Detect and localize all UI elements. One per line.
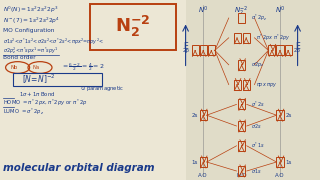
Text: 1s: 1s: [191, 159, 197, 165]
Text: $N^0$: $N^0$: [198, 4, 208, 16]
Bar: [200, 157, 207, 167]
Text: $\odot$ paramagnetic: $\odot$ paramagnetic: [80, 84, 124, 93]
Text: $\sigma2p_z$: $\sigma2p_z$: [251, 60, 264, 69]
Bar: [238, 13, 245, 23]
Text: $\pi^*2px\ \pi^*2py$: $\pi^*2px\ \pi^*2py$: [256, 33, 291, 43]
Bar: [200, 110, 207, 120]
Bar: [243, 33, 250, 43]
Bar: [243, 80, 250, 89]
Text: Bond order: Bond order: [3, 55, 36, 60]
Bar: [186, 0, 320, 180]
Text: $\sigma2s$: $\sigma2s$: [251, 122, 261, 130]
Text: $\mathbf{N_2^{-2}}$: $\mathbf{N_2^{-2}}$: [115, 14, 151, 39]
Bar: [192, 45, 199, 55]
Bar: [0, 0, 186, 180]
Text: 1s: 1s: [286, 159, 292, 165]
Text: Nb: Nb: [11, 65, 18, 70]
Bar: [238, 121, 245, 131]
Text: E: E: [183, 42, 188, 51]
Text: $N^0(N)=1s^22s^22p^3$: $N^0(N)=1s^22s^22p^3$: [3, 4, 59, 15]
Bar: [276, 110, 284, 120]
Text: molecular orbital diagram: molecular orbital diagram: [3, 163, 155, 173]
Bar: [13, 73, 102, 85]
Bar: [268, 45, 276, 55]
Bar: [238, 60, 245, 70]
Text: 2s: 2s: [286, 113, 292, 118]
Text: $N^0$: $N^0$: [275, 4, 285, 16]
Bar: [238, 100, 245, 109]
Bar: [276, 45, 284, 55]
Text: 2s: 2s: [191, 113, 197, 118]
Text: $\sigma2p_z^2\!<\!\pi^*\!spx^1\!=\!\pi^*\!spy^1$: $\sigma2p_z^2\!<\!\pi^*\!spx^1\!=\!\pi^*…: [3, 45, 59, 56]
Bar: [238, 141, 245, 151]
Text: $\sigma1s^2\!<\!\sigma^*\!1s^2\!<\!\sigma2s^2\!<\!\sigma^*\!2s^2\!<\!\pi px^2\!=: $\sigma1s^2\!<\!\sigma^*\!1s^2\!<\!\sigm…: [3, 37, 104, 47]
Bar: [284, 45, 292, 55]
Text: $\sigma^*2p_z$: $\sigma^*2p_z$: [251, 13, 267, 23]
Bar: [200, 45, 207, 55]
Text: $\sigma^*2s$: $\sigma^*2s$: [251, 100, 265, 109]
Text: $= \frac{6-2}{2} = \frac{4}{2} = 2$: $= \frac{6-2}{2} = \frac{4}{2} = 2$: [61, 62, 105, 73]
Bar: [90, 4, 176, 50]
Text: $\sigma1s$: $\sigma1s$: [251, 167, 261, 175]
Text: $N_2^{-2}$: $N_2^{-2}$: [234, 4, 249, 18]
Text: A.O: A.O: [275, 173, 285, 178]
Bar: [208, 45, 215, 55]
Bar: [276, 157, 284, 167]
Bar: [238, 166, 245, 176]
Text: MO Configuration: MO Configuration: [3, 28, 55, 33]
Bar: [234, 80, 241, 89]
Text: M.O: M.O: [236, 173, 247, 178]
Text: Na: Na: [33, 65, 40, 70]
Text: LUMO $=\sigma^*2p_z$: LUMO $=\sigma^*2p_z$: [3, 107, 44, 117]
Text: $\pi px\ \pi py$: $\pi px\ \pi py$: [256, 81, 278, 89]
Text: A.O: A.O: [198, 173, 208, 178]
Bar: [234, 33, 241, 43]
Text: $N^-(7)=1s^22s^22p^4$: $N^-(7)=1s^22s^22p^4$: [3, 16, 60, 26]
Text: $[N\!=\!N]^{-2}$: $[N\!=\!N]^{-2}$: [21, 73, 55, 86]
Text: 2p: 2p: [294, 48, 301, 53]
Text: E: E: [295, 42, 300, 51]
Text: 2p: 2p: [182, 48, 189, 53]
Text: $1\sigma+1\pi$ Bond: $1\sigma+1\pi$ Bond: [19, 90, 55, 98]
Text: HOMO $=\pi^*2px,\pi^*2py$ or $\pi^*2p$: HOMO $=\pi^*2px,\pi^*2py$ or $\pi^*2p$: [3, 98, 88, 108]
Text: $\sigma^*1s$: $\sigma^*1s$: [251, 141, 265, 150]
